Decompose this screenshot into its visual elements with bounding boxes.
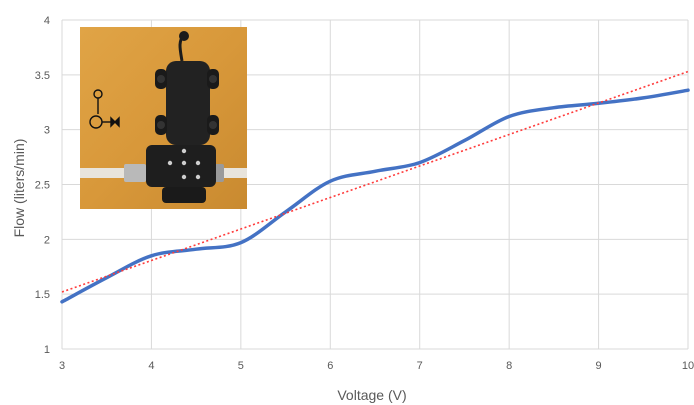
x-tick-label: 9 [596, 360, 602, 372]
x-tick-label: 5 [238, 360, 244, 372]
y-tick-label: 4 [44, 15, 50, 27]
pump-symbol-icon [89, 89, 120, 129]
series-layer [60, 70, 690, 304]
y-tick-labels: 1 1.5 2 2.5 3 3.5 4 [35, 15, 50, 356]
y-tick-label: 2.5 [35, 180, 50, 192]
y-tick-label: 1.5 [35, 289, 50, 301]
pump-photo-inset [80, 27, 247, 209]
x-tick-label: 6 [327, 360, 333, 372]
x-axis-title: Voltage (V) [337, 387, 406, 403]
y-axis-title: Flow (liters/min) [11, 139, 27, 238]
y-tick-label: 1 [44, 344, 50, 356]
x-tick-label: 7 [417, 360, 423, 372]
x-tick-label: 10 [682, 360, 694, 372]
x-tick-label: 8 [506, 360, 512, 372]
x-tick-label: 3 [59, 360, 65, 372]
y-tick-label: 3 [44, 125, 50, 137]
measured-flow-series [60, 88, 690, 304]
y-tick-label: 2 [44, 234, 50, 246]
x-tick-label: 4 [148, 360, 154, 372]
pump-photo-icon [80, 27, 247, 209]
y-tick-label: 3.5 [35, 70, 50, 82]
x-tick-labels: 3 4 5 6 7 8 9 10 [59, 360, 694, 372]
